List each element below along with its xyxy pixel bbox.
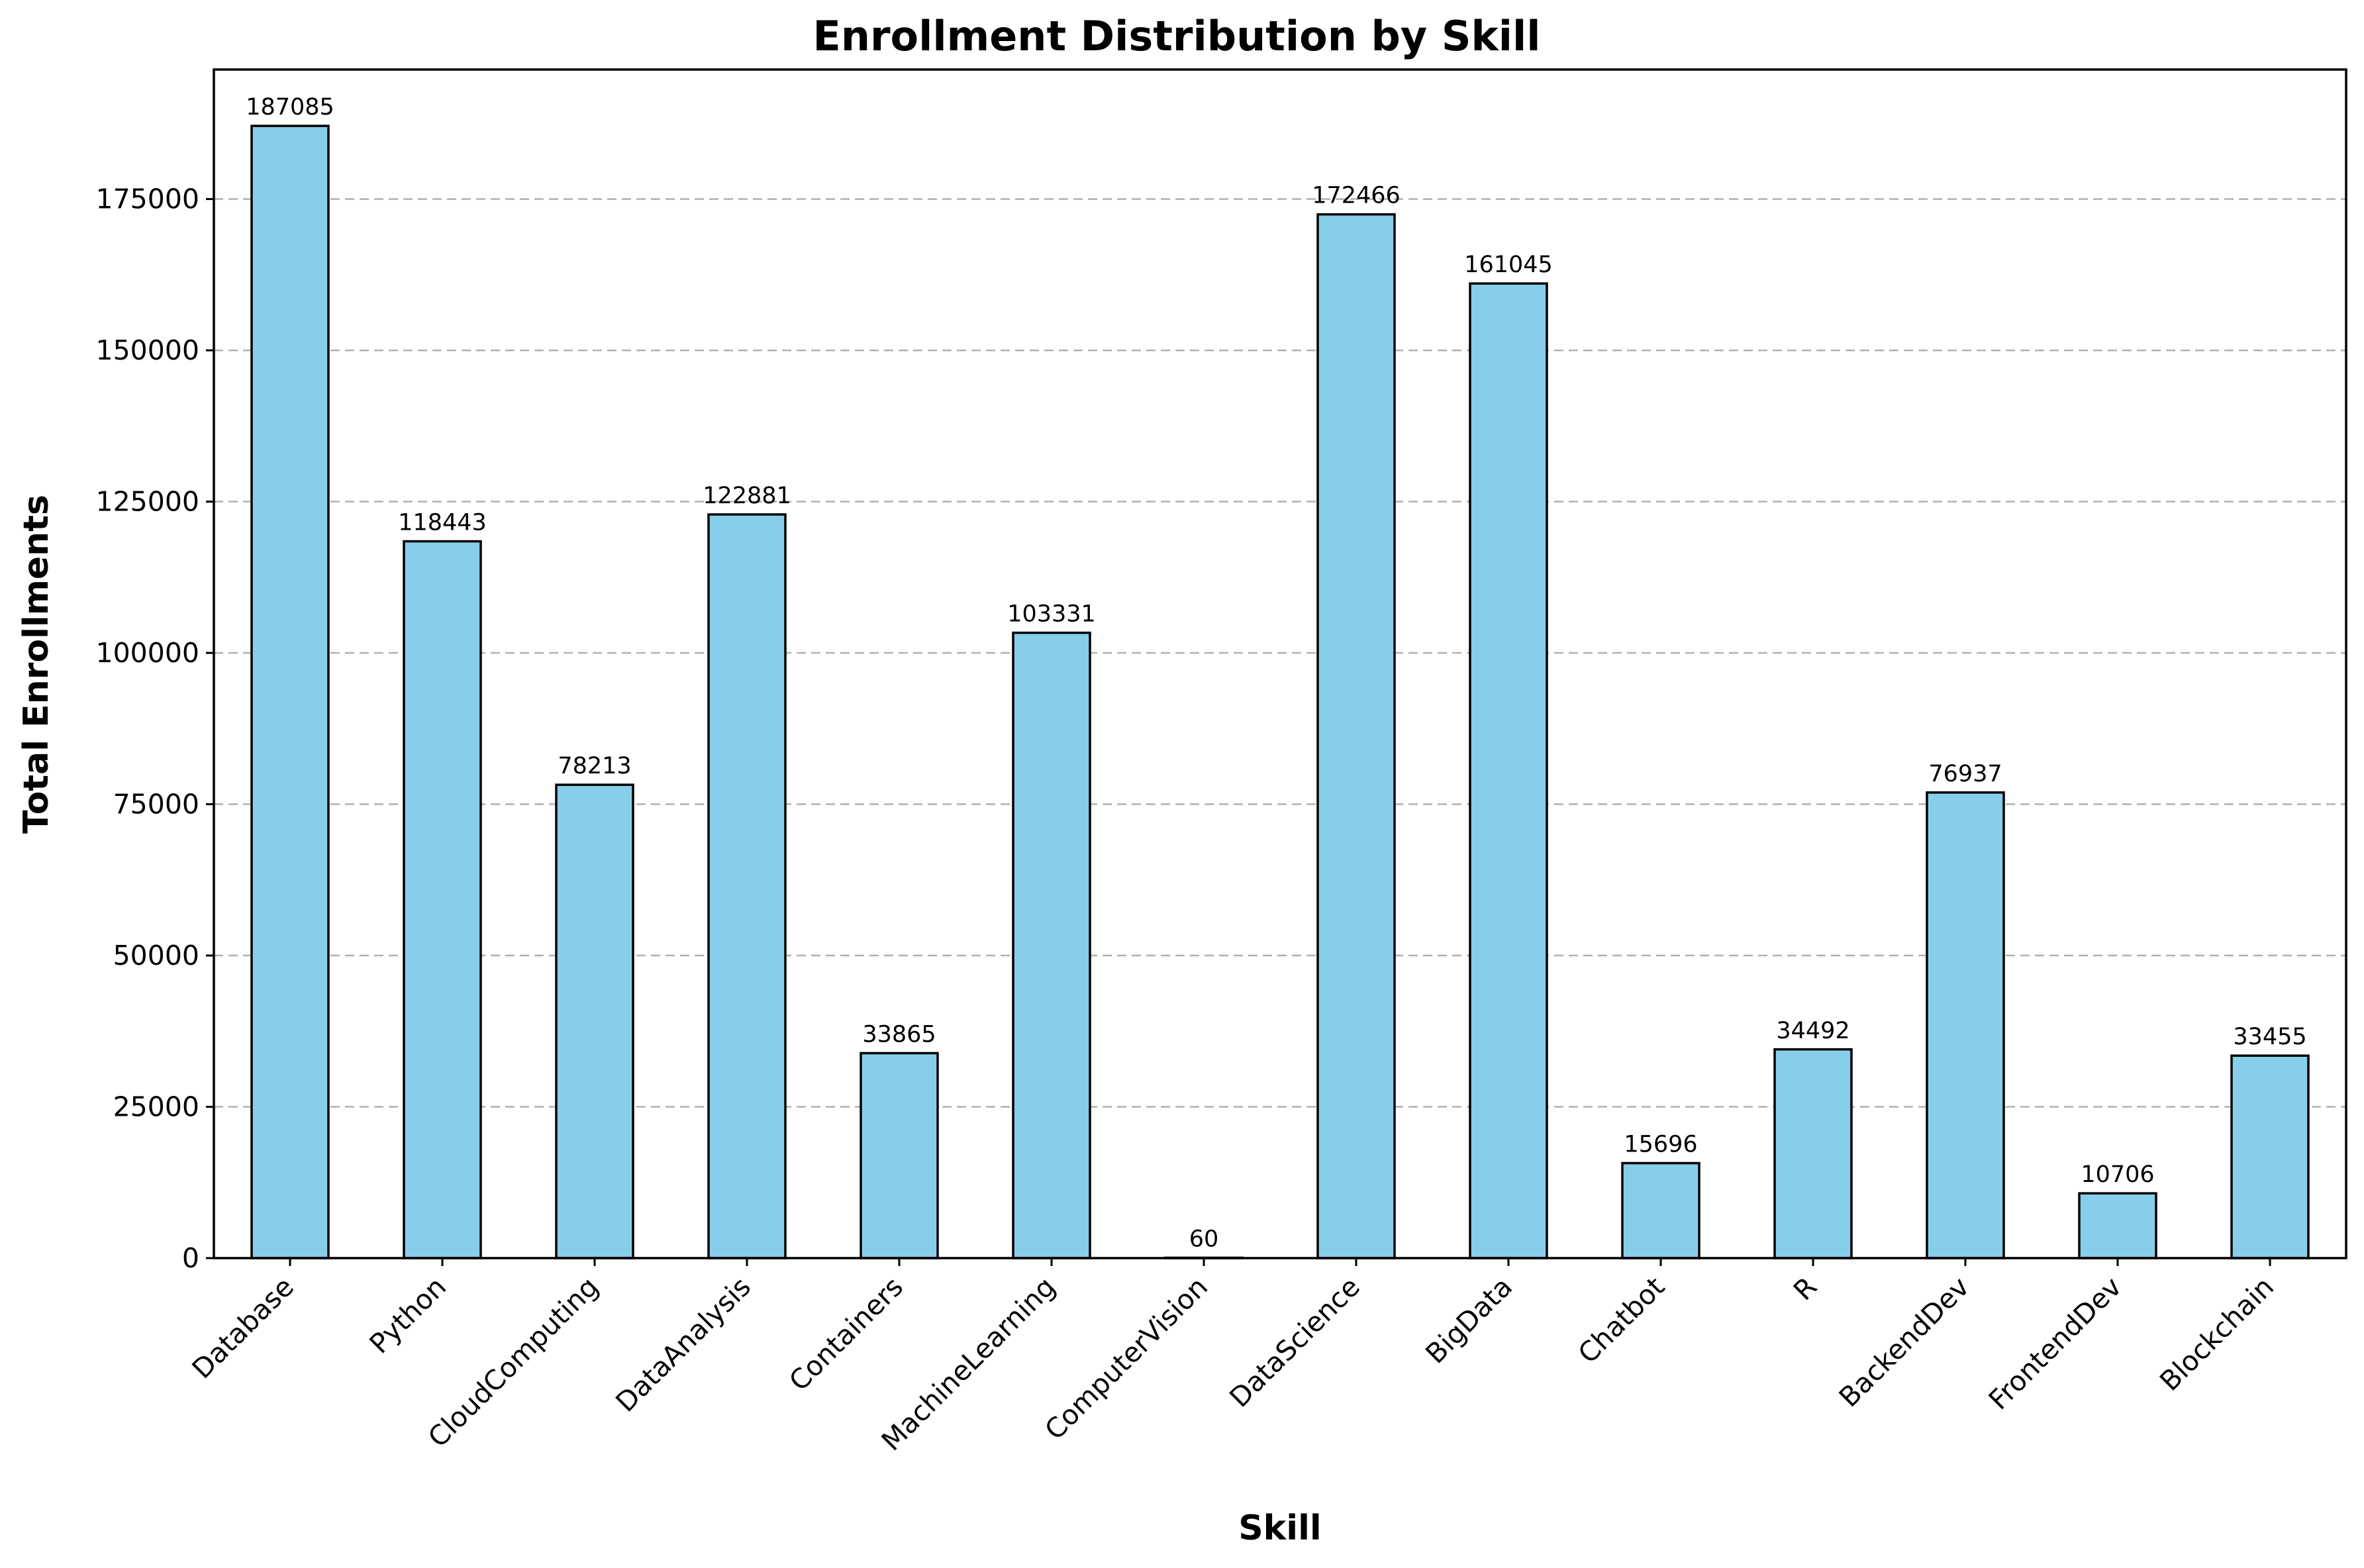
bar-bigdata xyxy=(1469,282,1548,1259)
y-tick-label: 25000 xyxy=(113,1091,199,1123)
x-tick-label-containers: Containers xyxy=(783,1271,909,1397)
x-tick-label-database: Database xyxy=(186,1271,300,1385)
data-label-computervision: 60 xyxy=(1189,1226,1219,1252)
x-tick-label-frontenddev: FrontendDev xyxy=(1983,1271,2128,1416)
plot-frame xyxy=(213,68,2347,1259)
data-label-backenddev: 76937 xyxy=(1928,761,2002,787)
bar-r xyxy=(1773,1048,1853,1259)
y-axis-ticks: 0 25000 50000 75000 100000 125000 150000 175000 xyxy=(95,183,214,1274)
data-label-dataanalysis: 122881 xyxy=(703,483,791,509)
data-label-containers: 33865 xyxy=(862,1021,936,1048)
chart-title: Enrollment Distribution by Skill xyxy=(813,12,1540,60)
x-axis-label: Skill xyxy=(1238,1508,1322,1548)
x-tick-label-bigdata: BigData xyxy=(1420,1271,1519,1370)
bars xyxy=(250,124,2310,1259)
bar-machinelearning xyxy=(1012,631,1091,1259)
x-tick-label-cloudcomputing: CloudComputing xyxy=(422,1271,605,1453)
x-tick-label-dataanalysis: DataAnalysis xyxy=(609,1271,757,1418)
data-label-bigdata: 161045 xyxy=(1464,252,1553,278)
data-label-machinelearning: 103331 xyxy=(1007,601,1096,628)
x-tick-label-chatbot: Chatbot xyxy=(1572,1271,1671,1369)
data-label-database: 187085 xyxy=(246,94,334,121)
y-tick-label: 150000 xyxy=(95,334,199,366)
y-tick-label: 100000 xyxy=(95,637,199,669)
y-tick-label: 0 xyxy=(182,1242,199,1274)
data-label-cloudcomputing: 78213 xyxy=(558,753,631,779)
y-axis-label: Total Enrollments xyxy=(17,495,56,834)
bar-dataanalysis xyxy=(707,513,787,1259)
data-label-blockchain: 33455 xyxy=(2233,1024,2306,1050)
bar-chatbot xyxy=(1621,1161,1700,1259)
bar-database xyxy=(250,124,330,1259)
y-tick-label: 75000 xyxy=(113,789,199,820)
data-label-datascience: 172466 xyxy=(1312,183,1401,209)
y-tick-label: 175000 xyxy=(95,183,199,215)
bar-python xyxy=(403,540,482,1259)
bar-backenddev xyxy=(1926,791,2005,1259)
data-labels: 187085 118443 78213 122881 33865 103331 60 1724… xyxy=(246,94,2306,1252)
x-tick-label-r: R xyxy=(1787,1271,1823,1306)
data-label-chatbot: 15696 xyxy=(1624,1132,1697,1158)
bar-containers xyxy=(860,1052,939,1259)
x-tick-label-computervision: ComputerVision xyxy=(1038,1271,1214,1446)
grid-lines xyxy=(214,198,2346,1108)
data-label-frontenddev: 10706 xyxy=(2081,1161,2154,1188)
x-tick-label-datascience: DataScience xyxy=(1224,1271,1367,1414)
x-tick-label-backenddev: BackendDev xyxy=(1833,1271,1975,1413)
data-label-r: 34492 xyxy=(1776,1018,1849,1044)
bar-frontenddev xyxy=(2078,1192,2157,1259)
y-tick-label: 125000 xyxy=(95,486,199,518)
x-tick-label-blockchain: Blockchain xyxy=(2153,1271,2280,1397)
bar-blockchain xyxy=(2230,1054,2310,1259)
bar-datascience xyxy=(1316,213,1396,1259)
data-label-python: 118443 xyxy=(398,509,487,536)
x-tick-label-python: Python xyxy=(364,1271,452,1359)
bar-cloudcomputing xyxy=(555,783,634,1259)
y-tick-label: 50000 xyxy=(113,940,199,971)
